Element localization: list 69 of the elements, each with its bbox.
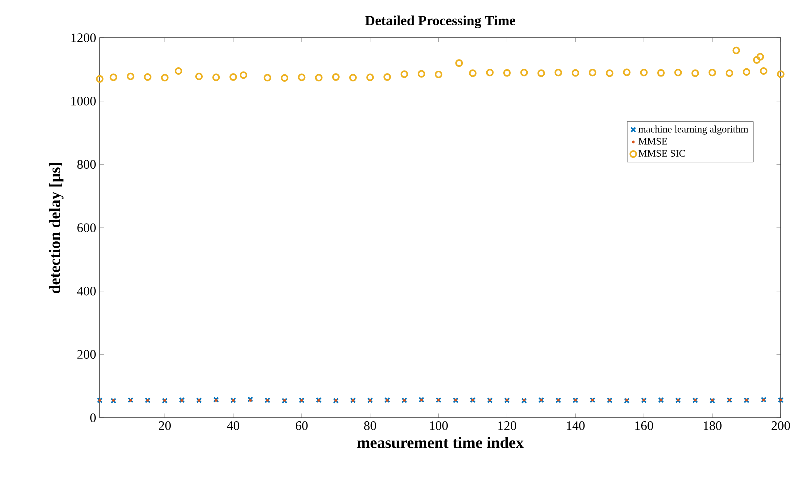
point xyxy=(127,72,135,80)
point xyxy=(554,69,562,77)
point xyxy=(110,74,118,82)
x-tick-label: 120 xyxy=(498,422,516,430)
chart-title: Detailed Processing Time xyxy=(365,16,516,28)
point xyxy=(503,69,512,77)
y-tick-label: 1200 xyxy=(72,34,96,42)
point xyxy=(486,69,494,77)
point xyxy=(161,74,169,82)
point xyxy=(435,70,443,79)
point xyxy=(332,73,340,82)
point xyxy=(606,70,614,78)
point xyxy=(708,69,716,77)
point xyxy=(572,69,580,77)
point xyxy=(281,74,289,82)
point xyxy=(742,68,751,76)
point xyxy=(249,399,252,402)
point xyxy=(418,70,426,78)
point xyxy=(298,74,306,82)
y-tick-label: 1000 xyxy=(72,96,96,106)
point xyxy=(240,72,248,80)
x-tick-label: 200 xyxy=(772,422,790,430)
point xyxy=(96,75,104,83)
x-tick-label: 160 xyxy=(636,422,654,430)
point xyxy=(674,69,682,77)
point xyxy=(456,60,464,68)
point xyxy=(400,70,408,78)
point xyxy=(640,69,648,77)
point xyxy=(469,70,477,78)
y-tick-label: 0 xyxy=(90,414,96,422)
point xyxy=(195,72,204,80)
y-tick-label: 600 xyxy=(78,224,96,232)
x-tick-label: 180 xyxy=(704,422,722,430)
legend-label: MMSE xyxy=(638,138,668,145)
x-tick-label: 100 xyxy=(430,422,448,430)
y-axis-title: detection delay [µs] xyxy=(49,163,64,294)
point xyxy=(657,69,666,77)
point xyxy=(520,69,528,77)
x-tick-label: 140 xyxy=(567,422,585,430)
y-tick-label: 400 xyxy=(77,286,96,296)
x-axis-title: measurement time index xyxy=(357,437,524,448)
y-tick-label: 800 xyxy=(78,160,96,170)
point xyxy=(538,70,546,78)
point xyxy=(623,68,631,76)
point xyxy=(732,46,740,54)
point xyxy=(760,67,768,76)
point xyxy=(315,74,323,82)
x-tick-label: 80 xyxy=(364,422,376,430)
x-tick-label: 60 xyxy=(296,422,308,430)
point xyxy=(212,74,220,82)
x-tick-label: 20 xyxy=(159,422,172,430)
point xyxy=(384,73,392,82)
point xyxy=(726,70,734,78)
y-tick-label: 200 xyxy=(78,350,96,360)
legend-label: MMSE SIC xyxy=(638,150,686,157)
point xyxy=(589,69,597,77)
point xyxy=(248,396,254,403)
legend-label: machine learning algorithm xyxy=(638,126,748,135)
point xyxy=(692,70,700,78)
point xyxy=(264,74,272,82)
point xyxy=(366,74,374,82)
point xyxy=(174,67,182,76)
x-tick-label: 40 xyxy=(227,422,240,430)
point xyxy=(777,70,785,78)
point xyxy=(756,53,764,61)
point xyxy=(753,56,761,64)
point xyxy=(230,73,238,82)
point xyxy=(349,74,358,82)
point xyxy=(144,73,152,82)
